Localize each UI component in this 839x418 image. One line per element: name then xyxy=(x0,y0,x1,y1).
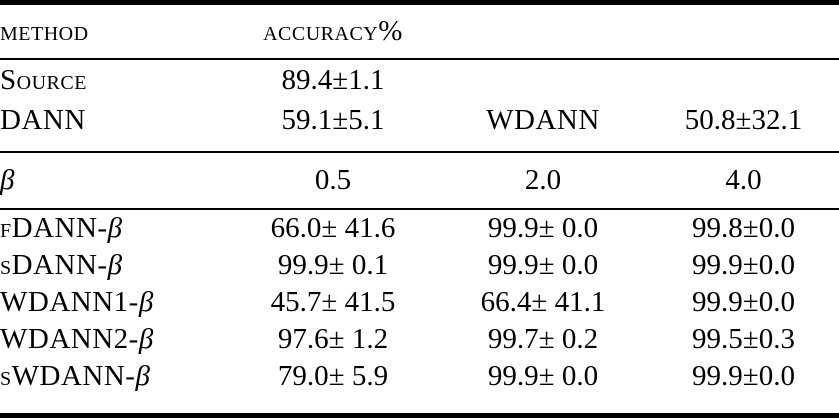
accuracy-value xyxy=(648,59,839,100)
beta-symbol: β xyxy=(107,212,123,244)
empty-header-cell xyxy=(438,3,648,60)
method-name: sWDANN- xyxy=(0,360,136,392)
accuracy-value: 99.8±0.0 xyxy=(692,212,795,244)
table-row-dann: DANN 59.1±5.1 WDANN 50.8±32.1 xyxy=(0,100,839,140)
method-name: WDANN2- xyxy=(0,323,139,355)
method-name: Source xyxy=(0,63,87,96)
accuracy-value: 99.9± 0.0 xyxy=(487,212,599,244)
accuracy-value: 66.0± 41.6 xyxy=(270,212,396,244)
beta-symbol: β xyxy=(107,249,123,281)
spacer-row xyxy=(0,395,839,416)
method-name-secondary: WDANN xyxy=(486,103,600,136)
beta-value: 4.0 xyxy=(725,164,762,196)
spacer-cell xyxy=(0,140,839,152)
method-cell: WDANN1-β xyxy=(0,284,228,321)
method-cell: fDANN-β xyxy=(0,209,228,247)
accuracy-value: 99.9±0.0 xyxy=(692,249,795,281)
table-header-row: method accuracy% xyxy=(0,3,839,60)
accuracy-value: 99.9±0.0 xyxy=(692,360,795,392)
method-name: sDANN- xyxy=(0,249,108,281)
table-head: method accuracy% xyxy=(0,3,839,60)
spacer-row xyxy=(0,140,839,152)
method-cell: sWDANN-β xyxy=(0,358,228,395)
method-name: DANN xyxy=(0,103,86,136)
accuracy-value: 79.0± 5.9 xyxy=(277,360,389,392)
table-row-fdann: fDANN-β 66.0± 41.6 99.9± 0.0 99.8±0.0 xyxy=(0,209,839,247)
method-cell: sDANN-β xyxy=(0,247,228,284)
beta-symbol: β xyxy=(135,360,150,392)
accuracy-value: 89.4±1.1 xyxy=(281,63,385,96)
method-cell: WDANN2-β xyxy=(0,321,228,358)
beta-section: β 0.5 2.0 4.0 xyxy=(0,152,839,209)
beta-value: 2.0 xyxy=(524,164,562,196)
table-row-source: Source 89.4±1.1 xyxy=(0,59,839,100)
spacer-cell xyxy=(0,395,839,416)
beta-label-cell: β xyxy=(0,152,228,209)
accuracy-value: 45.7± 41.5 xyxy=(270,286,396,318)
method-column-header: method xyxy=(0,15,89,47)
beta-row: β 0.5 2.0 4.0 xyxy=(0,152,839,209)
table-row-sdann: sDANN-β 99.9± 0.1 99.9± 0.0 99.9±0.0 xyxy=(0,247,839,284)
beta-symbol: β xyxy=(0,164,15,196)
accuracy-value: 99.9± 0.0 xyxy=(487,249,599,281)
method-name: WDANN1- xyxy=(0,286,139,318)
accuracy-value: 99.9± 0.0 xyxy=(487,360,599,392)
results-section: fDANN-β 66.0± 41.6 99.9± 0.0 99.8±0.0 sD… xyxy=(0,209,839,416)
beta-symbol: β xyxy=(138,286,154,318)
method-name-secondary xyxy=(438,59,648,100)
method-name: fDANN- xyxy=(0,212,108,244)
beta-symbol: β xyxy=(138,323,154,355)
accuracy-value: 99.9±0.0 xyxy=(692,286,795,318)
empty-header-cell xyxy=(648,3,839,60)
accuracy-value: 97.6± 1.2 xyxy=(277,323,389,355)
accuracy-value: 99.5±0.3 xyxy=(692,323,795,355)
beta-value: 0.5 xyxy=(314,164,352,196)
baseline-section: Source 89.4±1.1 DANN 59.1±5.1 WDANN 50.8… xyxy=(0,59,839,152)
accuracy-value: 99.7± 0.2 xyxy=(487,323,599,355)
table-row-swdann: sWDANN-β 79.0± 5.9 99.9± 0.0 99.9±0.0 xyxy=(0,358,839,395)
table-row-wdann2: WDANN2-β 97.6± 1.2 99.7± 0.2 99.5±0.3 xyxy=(0,321,839,358)
accuracy-value: 99.9± 0.1 xyxy=(277,249,389,281)
table-row-wdann1: WDANN1-β 45.7± 41.5 66.4± 41.1 99.9±0.0 xyxy=(0,284,839,321)
accuracy-value: 50.8±32.1 xyxy=(684,103,803,136)
method-cell: DANN xyxy=(0,100,228,140)
method-cell: Source xyxy=(0,59,228,100)
accuracy-value: 59.1±5.1 xyxy=(281,103,385,136)
accuracy-value: 66.4± 41.1 xyxy=(480,286,606,318)
accuracy-column-header: accuracy% xyxy=(263,15,403,47)
